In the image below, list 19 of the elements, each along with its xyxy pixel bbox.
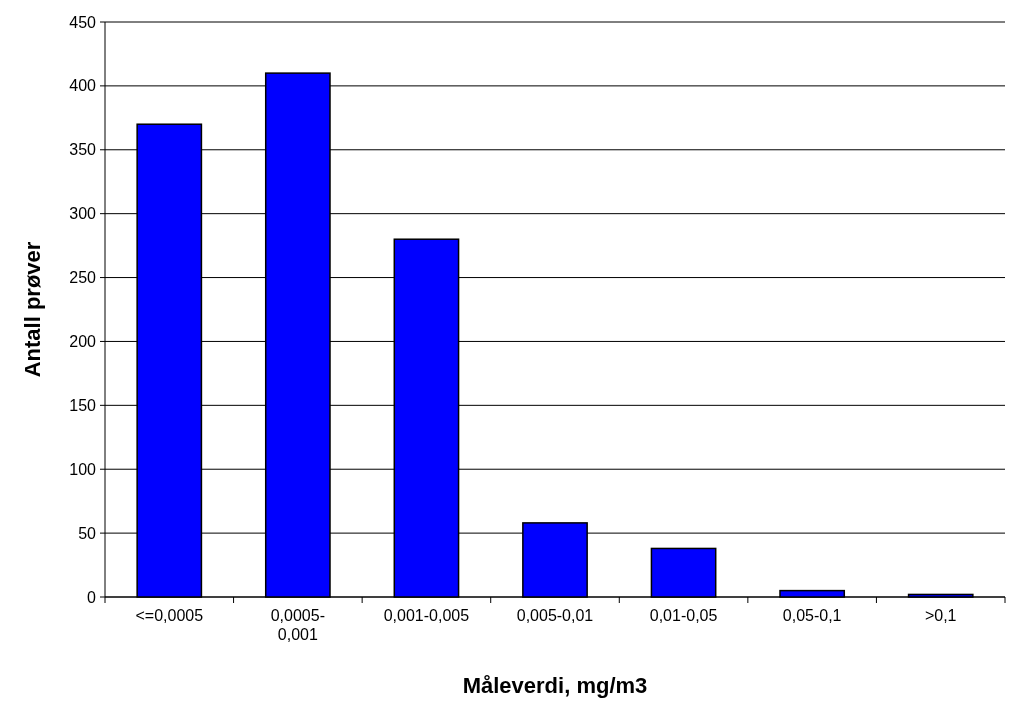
x-tick-label: 0,05-0,1: [782, 607, 842, 624]
y-axis-title: Antall prøver: [20, 241, 45, 378]
y-tick-label: 350: [69, 141, 97, 159]
y-tick-label: 0: [87, 588, 97, 606]
y-tick-label: 250: [69, 269, 97, 287]
y-tick-label: 150: [69, 396, 97, 414]
y-tick-label: 300: [69, 205, 97, 223]
x-tick-label: >0,1: [924, 607, 957, 624]
x-tick-label: <=0,0005: [135, 607, 204, 624]
y-tick-label: 450: [69, 13, 97, 31]
y-tick-label: 400: [69, 77, 97, 95]
y-tick-label: 200: [69, 333, 97, 351]
x-tick-label: 0,005-0,01: [516, 607, 594, 624]
y-tick-label: 100: [69, 460, 97, 478]
y-tick-label: 50: [78, 524, 97, 542]
x-tick-label: 0,001-0,005: [383, 607, 470, 624]
x-tick-label: 0,0005-0,001: [270, 607, 325, 644]
x-axis-title: Måleverdi, mg/m3: [462, 673, 648, 698]
x-tick-label: 0,01-0,05: [649, 607, 718, 624]
